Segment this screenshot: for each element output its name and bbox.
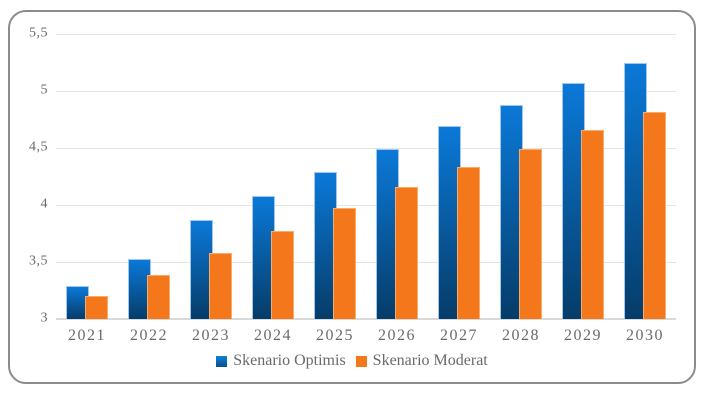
bar-moderat-2030 — [642, 111, 666, 319]
y-axis-label: 5 — [40, 82, 48, 98]
x-axis-line — [56, 318, 676, 320]
x-axis-label: 2024 — [254, 327, 292, 344]
bar-moderat-2026 — [394, 186, 418, 319]
bar-moderat-2021 — [84, 296, 108, 319]
y-axis-label: 4 — [40, 196, 48, 212]
gridline — [56, 34, 676, 35]
bar-moderat-2024 — [270, 231, 294, 319]
bar-moderat-2029 — [580, 129, 604, 319]
x-axis-label: 2023 — [192, 327, 230, 344]
bar-moderat-2023 — [208, 252, 232, 319]
legend-label-moderat: Skenario Moderat — [372, 352, 488, 369]
bar-moderat-2025 — [332, 208, 356, 319]
chart-frame: 3 3,5 4 4,5 5 5,5 2021 2022 2023 2024 2025 2026 202… — [8, 10, 696, 384]
y-axis: 3 3,5 4 4,5 5 5,5 — [10, 26, 50, 326]
x-axis-label: 2030 — [626, 327, 664, 344]
legend-swatch-optimis-icon — [216, 355, 228, 367]
y-axis-label: 3,5 — [29, 253, 48, 269]
x-axis-label: 2022 — [130, 327, 168, 344]
legend-item-moderat: Skenario Moderat — [355, 352, 488, 370]
legend: Skenario Optimis Skenario Moderat — [10, 352, 694, 370]
x-axis-label: 2027 — [440, 327, 478, 344]
x-axis-label: 2028 — [502, 327, 540, 344]
y-axis-label: 3 — [40, 310, 48, 326]
bar-moderat-2022 — [146, 274, 170, 319]
gridline — [56, 91, 676, 92]
plot-area: 2021 2022 2023 2024 2025 2026 2027 2028 2029 2030 — [56, 34, 676, 344]
y-axis-label: 5,5 — [29, 25, 48, 41]
x-axis-label: 2025 — [316, 327, 354, 344]
gridline — [56, 205, 676, 206]
gridline — [56, 148, 676, 149]
x-axis-label: 2026 — [378, 327, 416, 344]
x-axis-label: 2021 — [68, 327, 106, 344]
bar-moderat-2027 — [456, 167, 480, 319]
legend-swatch-moderat-icon — [355, 355, 367, 367]
legend-item-optimis: Skenario Optimis — [216, 352, 346, 370]
x-axis-label: 2029 — [564, 327, 602, 344]
legend-label-optimis: Skenario Optimis — [233, 352, 346, 369]
bar-moderat-2028 — [518, 149, 542, 319]
gridline — [56, 262, 676, 263]
y-axis-label: 4,5 — [29, 139, 48, 155]
